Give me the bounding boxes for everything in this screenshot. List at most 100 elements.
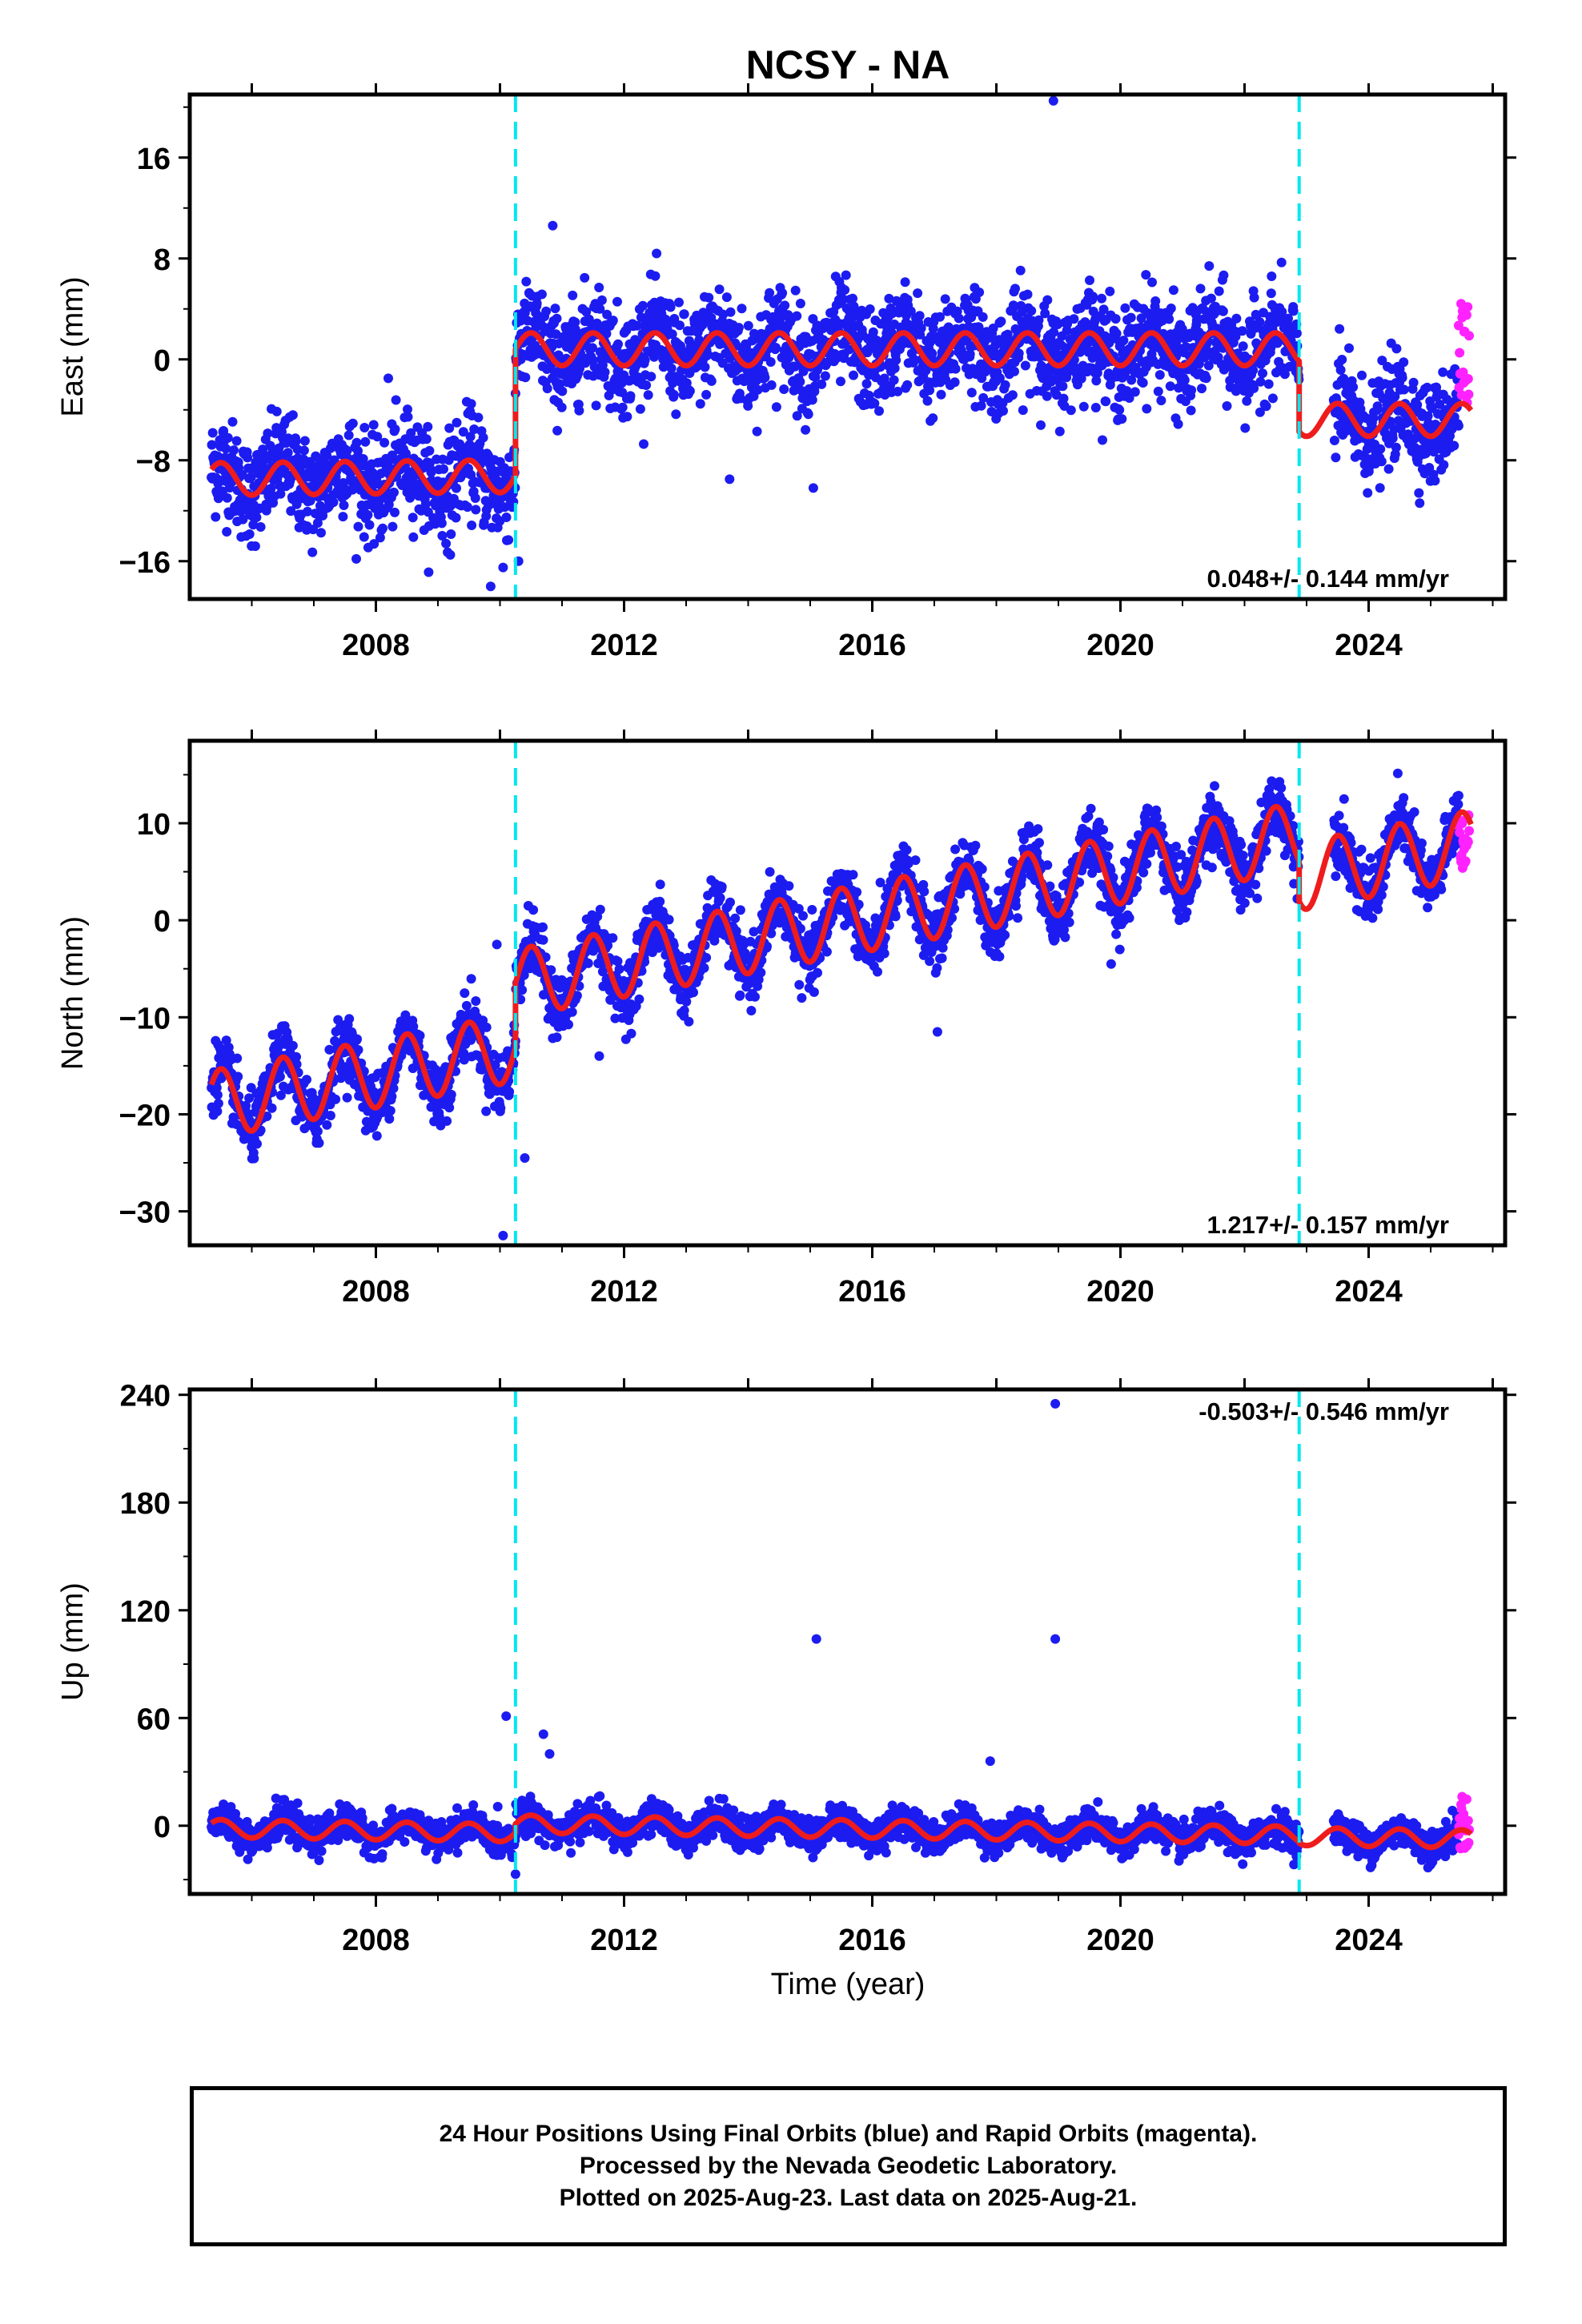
east-point xyxy=(652,248,662,259)
north-point xyxy=(664,915,674,925)
east-point xyxy=(291,436,301,447)
east-outlier-point xyxy=(548,220,558,231)
east-point xyxy=(222,527,232,537)
east-point xyxy=(613,339,623,349)
east-ytick-label: 16 xyxy=(137,143,171,176)
east-xtick-label: 2024 xyxy=(1335,629,1403,662)
east-point xyxy=(706,376,717,386)
east-point xyxy=(322,451,332,461)
east-point xyxy=(248,520,259,530)
east-point xyxy=(283,448,293,458)
east-point xyxy=(1034,315,1044,325)
east-point xyxy=(1130,387,1140,397)
east-point xyxy=(1076,373,1086,384)
east-point xyxy=(905,306,916,316)
east-point xyxy=(568,290,578,300)
east-point xyxy=(251,513,262,522)
east-point xyxy=(641,380,652,390)
east-point xyxy=(520,372,531,383)
east-point xyxy=(1105,286,1115,296)
east-point xyxy=(229,445,239,456)
east-point xyxy=(1117,414,1127,424)
east-point xyxy=(347,485,358,495)
east-point xyxy=(403,404,412,415)
east-rapid-point xyxy=(1463,374,1473,384)
east-point xyxy=(1258,368,1267,379)
east-point xyxy=(704,292,714,303)
east-point xyxy=(1150,296,1161,306)
east-point xyxy=(1255,407,1265,417)
east-point xyxy=(902,380,913,390)
east-point xyxy=(557,386,568,396)
east-point xyxy=(1197,384,1207,394)
east-rapid-point xyxy=(1463,302,1473,312)
east-point xyxy=(1267,271,1277,281)
east-point xyxy=(420,499,431,509)
north-point xyxy=(756,967,766,978)
east-point xyxy=(363,510,373,520)
east-point xyxy=(1261,401,1271,412)
east-point xyxy=(255,522,266,532)
north-point xyxy=(385,1106,396,1116)
east-point xyxy=(1439,460,1449,470)
north-point xyxy=(1000,930,1010,940)
east-point xyxy=(446,529,456,539)
east-point xyxy=(390,507,400,517)
east-point xyxy=(246,472,256,482)
east-point xyxy=(421,434,432,444)
east-point xyxy=(423,421,433,432)
east-outlier-point xyxy=(498,562,508,573)
east-point xyxy=(669,389,679,400)
north-point xyxy=(715,893,725,903)
east-point xyxy=(1399,357,1409,368)
east-point xyxy=(861,379,872,389)
north-point xyxy=(994,951,1005,962)
east-point xyxy=(1090,403,1101,412)
east-point xyxy=(1166,304,1176,313)
east-xtick-label: 2016 xyxy=(838,629,906,662)
east-point xyxy=(632,320,642,331)
east-point xyxy=(879,373,889,384)
east-point xyxy=(1165,381,1175,392)
east-point xyxy=(1186,385,1197,396)
east-point xyxy=(916,323,926,333)
east-point xyxy=(1018,405,1028,416)
east-point xyxy=(766,380,777,390)
north-point xyxy=(567,1007,577,1017)
east-point xyxy=(646,372,656,382)
east-point xyxy=(820,371,830,381)
east-point xyxy=(1357,370,1367,380)
east-point xyxy=(1118,336,1129,346)
east-point xyxy=(275,489,286,499)
north-point xyxy=(626,1028,636,1039)
north-point xyxy=(684,1016,694,1027)
north-point xyxy=(735,990,745,1000)
north-point xyxy=(496,1103,506,1113)
east-point xyxy=(1015,265,1026,275)
east-point xyxy=(378,523,387,533)
east-point xyxy=(452,483,461,493)
east-point xyxy=(213,493,223,504)
north-point xyxy=(1013,913,1023,923)
north-point xyxy=(873,967,882,977)
north-point xyxy=(461,1000,472,1011)
east-point xyxy=(780,300,790,311)
north-point xyxy=(689,987,698,998)
east-point xyxy=(954,313,964,324)
east-point xyxy=(1010,283,1020,294)
east-point xyxy=(383,500,394,510)
east-point xyxy=(338,512,348,522)
east-point xyxy=(436,518,447,529)
east-point xyxy=(1010,366,1019,376)
east-point xyxy=(849,370,858,380)
east-point xyxy=(243,452,253,463)
east-point xyxy=(665,302,676,312)
north-point xyxy=(813,967,822,978)
east-panel: East (mm) 0.048+/- 0.144 mm/yr −16−80816… xyxy=(56,83,1516,662)
east-point xyxy=(227,416,238,427)
east-point xyxy=(1042,295,1053,305)
east-point xyxy=(1277,307,1287,317)
east-point xyxy=(1231,313,1242,324)
east-point xyxy=(207,428,218,438)
east-point xyxy=(848,293,857,304)
